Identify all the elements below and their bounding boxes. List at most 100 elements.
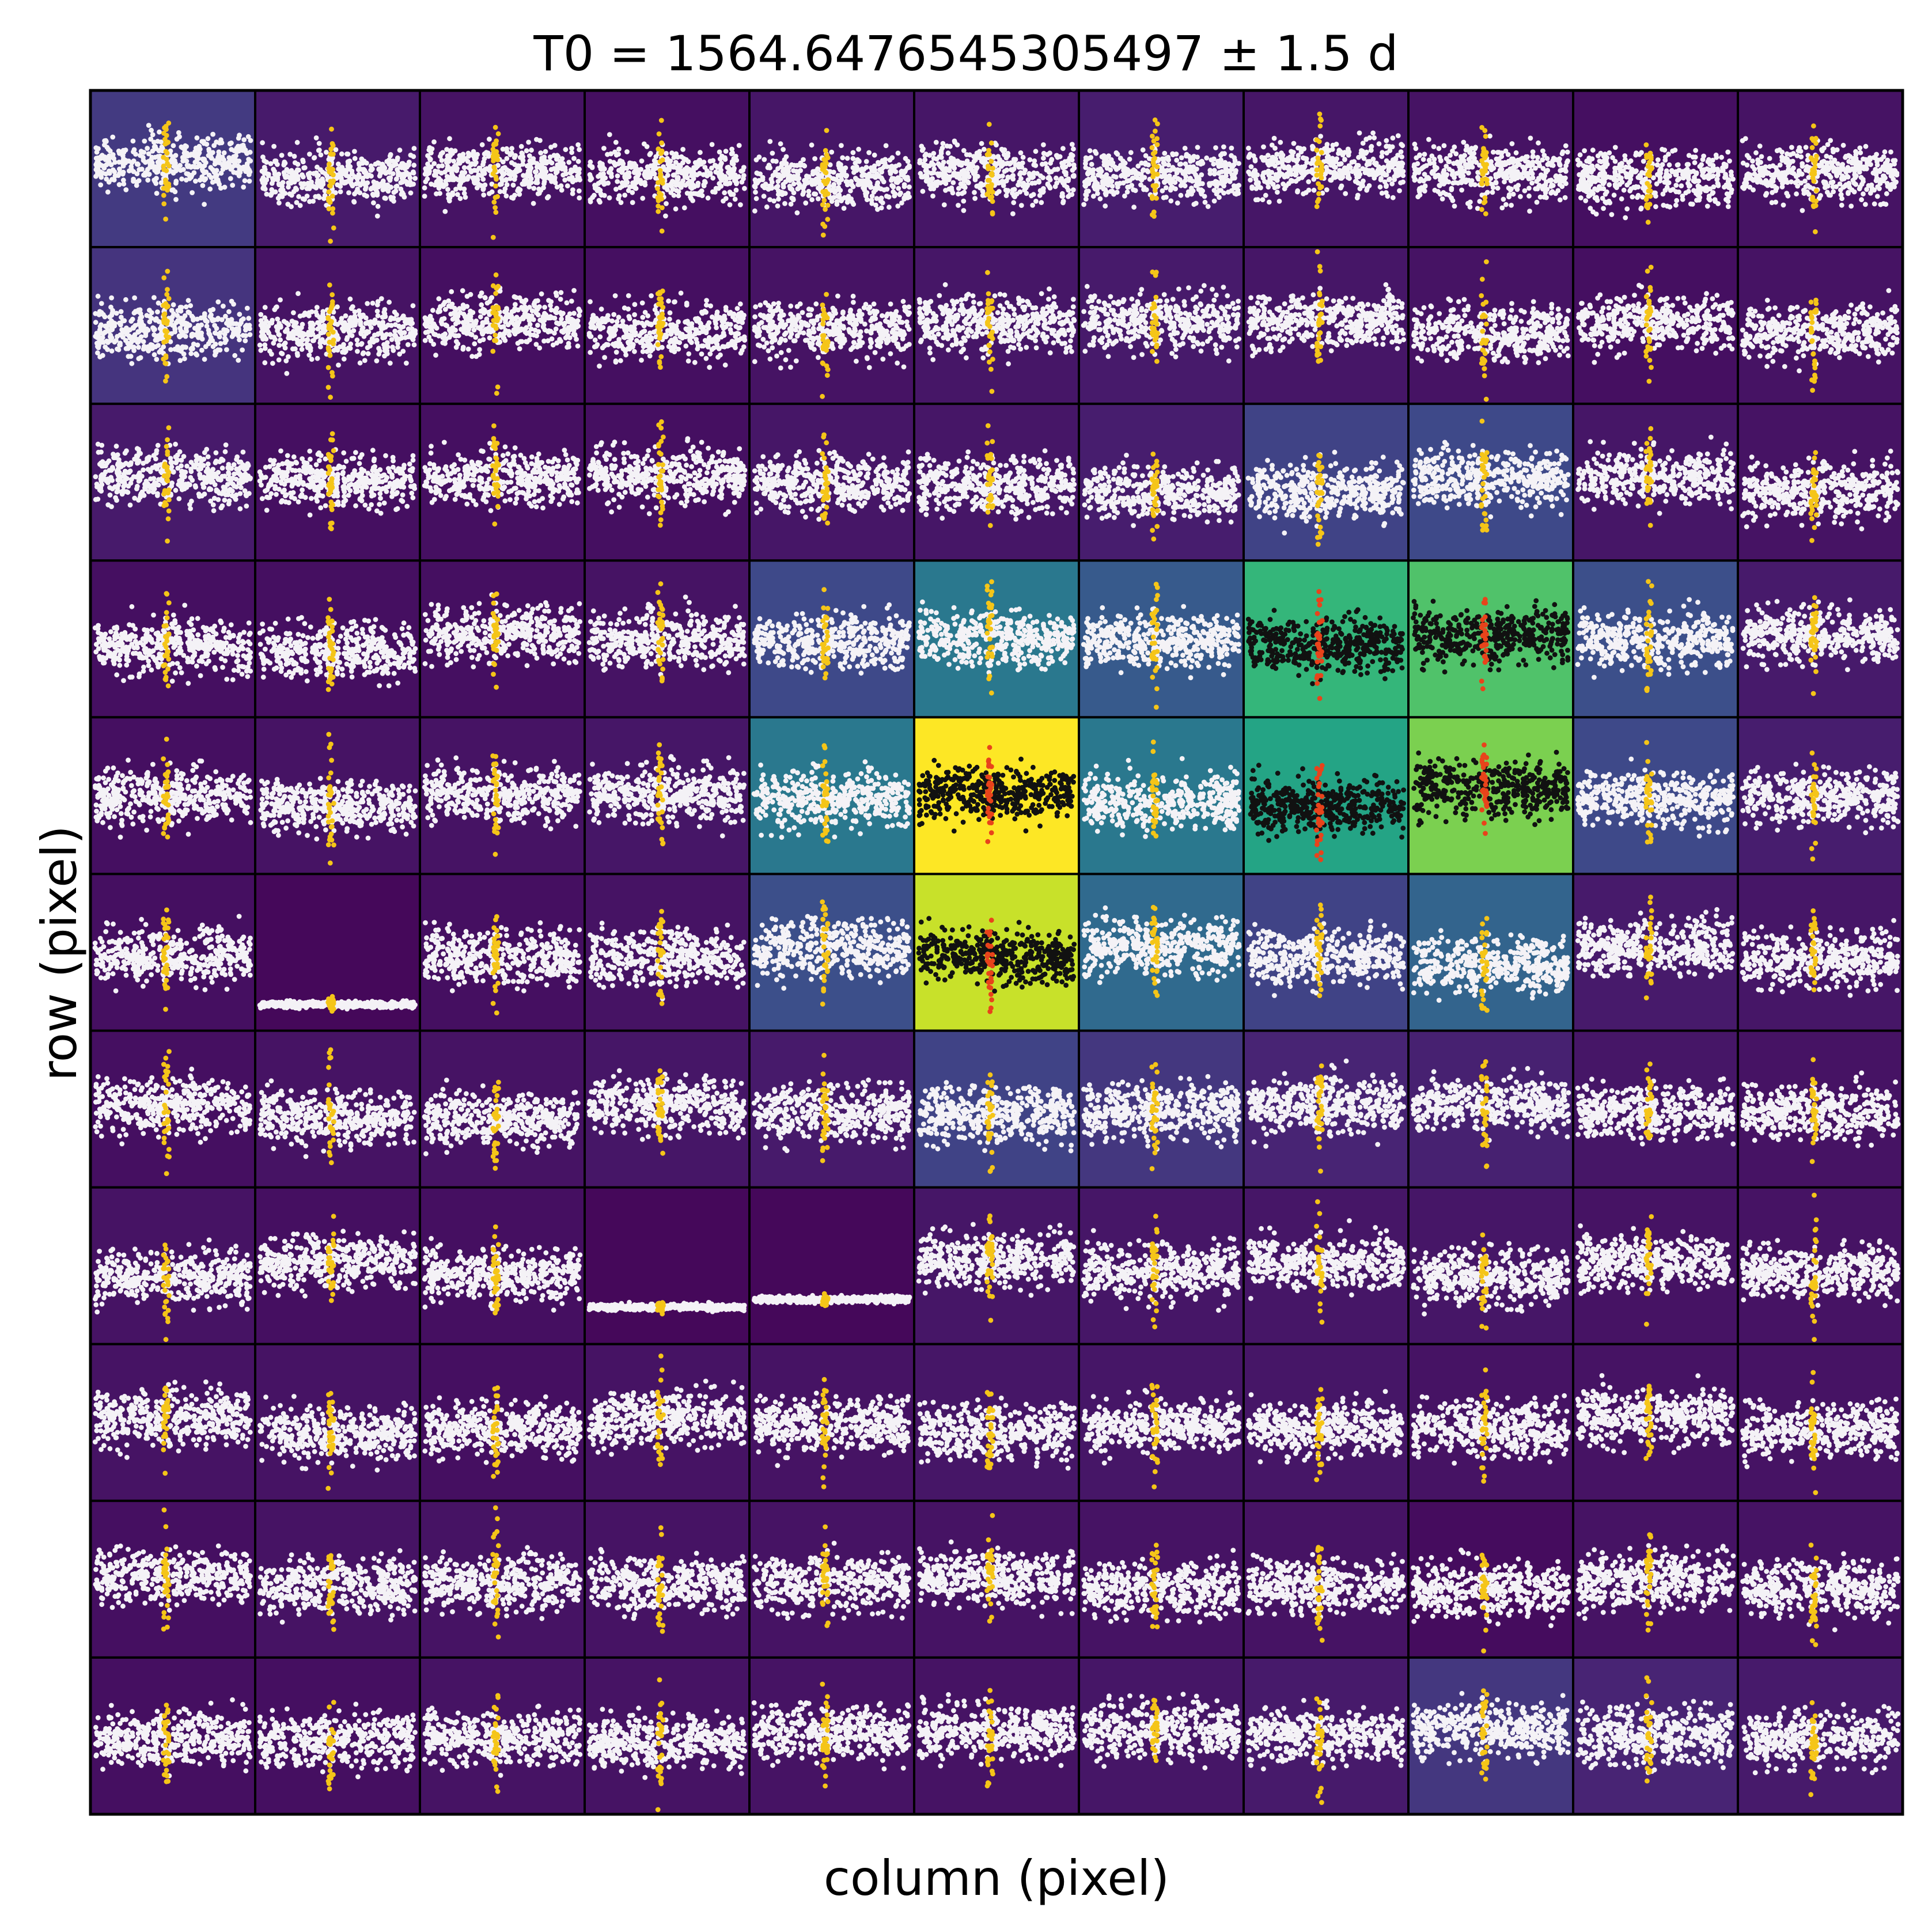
- transit-points: [1643, 1214, 1654, 1327]
- pixel-background: [748, 1186, 915, 1345]
- flux-points: [916, 756, 1077, 834]
- transit-points: [161, 268, 172, 384]
- flux-points: [1740, 1551, 1901, 1633]
- flux-points: [1246, 130, 1406, 205]
- flux-points: [1740, 136, 1900, 213]
- pixel-cell-r7-c8: [1407, 1186, 1574, 1345]
- flux-points: [1411, 1066, 1571, 1143]
- pixel-cell-r1-c2: [419, 246, 586, 405]
- transit-points: [1808, 123, 1819, 234]
- pixel-cell-r4-c2: [419, 716, 586, 875]
- pixel-cell-r1-c0: [89, 246, 256, 405]
- pixel-cell-r2-c7: [1242, 403, 1410, 562]
- transit-points: [161, 1049, 172, 1176]
- transit-points: [161, 591, 172, 689]
- flux-points: [93, 757, 253, 840]
- flux-points: [752, 139, 912, 215]
- transit-points: [984, 1512, 995, 1624]
- chart-title: T0 = 1564.6476545305497 ± 1.5 d: [533, 25, 1398, 82]
- flux-points: [93, 293, 253, 366]
- transit-points: [325, 431, 336, 532]
- transit-points: [655, 1353, 666, 1468]
- pixel-cell-r7-c2: [419, 1186, 586, 1345]
- pixel-cell-r1-c6: [1078, 246, 1245, 405]
- pixel-cell-r0-c6: [1078, 89, 1245, 249]
- flux-points: [257, 291, 418, 376]
- pixel-cell-r3-c3: [584, 559, 751, 719]
- pixel-cell-r8-c3: [584, 1343, 751, 1502]
- transit-points: [325, 597, 336, 692]
- transit-points: [1314, 1387, 1325, 1483]
- transit-points: [1314, 1696, 1325, 1805]
- pixel-cell-r5-c7: [1242, 873, 1410, 1032]
- flux-points: [587, 436, 748, 517]
- flux-points: [257, 1394, 418, 1473]
- transit-points: [1314, 453, 1325, 547]
- transit-points: [161, 737, 172, 840]
- transit-points: [1150, 1697, 1160, 1764]
- transit-points: [1809, 750, 1819, 862]
- transit-points: [1808, 908, 1819, 992]
- flux-points: [1740, 288, 1900, 374]
- flux-points: [751, 1077, 912, 1154]
- pixel-cells: [89, 89, 1904, 1816]
- pixel-cell-r7-c7: [1242, 1186, 1410, 1345]
- transit-points: [1149, 739, 1160, 839]
- plot-frame: [89, 89, 1904, 1816]
- flux-points: [1081, 143, 1242, 210]
- transit-points: [984, 1072, 995, 1174]
- transit-points: [1808, 1542, 1819, 1647]
- transit-points: [655, 1677, 666, 1813]
- transit-points: [1314, 902, 1325, 998]
- transit-points: [655, 1300, 666, 1317]
- flux-points: [1082, 453, 1241, 528]
- pixel-cell-r1-c7: [1242, 246, 1410, 405]
- pixel-cell-r2-c0: [89, 403, 256, 562]
- pixel-cell-r9-c5: [913, 1499, 1080, 1659]
- transit-points: [1314, 249, 1325, 364]
- pixel-cell-r4-c6: [1078, 716, 1245, 875]
- pixel-cell-r7-c0: [89, 1186, 256, 1345]
- transit-points: [1149, 1542, 1160, 1629]
- pixel-cell-r5-c4: [748, 873, 915, 1032]
- pixel-cell-r1-c8: [1407, 246, 1574, 405]
- pixel-cell-r9-c3: [584, 1499, 751, 1659]
- flux-points: [1575, 1373, 1736, 1455]
- transit-points: [1808, 450, 1819, 543]
- pixel-cell-r6-c5: [913, 1029, 1080, 1189]
- transit-points: [1643, 894, 1654, 1000]
- flux-points: [1081, 1074, 1241, 1152]
- flux-points: [752, 1541, 912, 1621]
- transit-points: [820, 1291, 831, 1309]
- transit-points: [1808, 1192, 1819, 1343]
- pixel-cell-r8-c10: [1737, 1343, 1904, 1502]
- transit-points: [161, 1385, 171, 1476]
- pixel-cell-r2-c1: [254, 403, 421, 562]
- flux-points: [586, 594, 747, 677]
- pixel-cell-r0-c5: [913, 89, 1080, 249]
- transit-points: [1149, 452, 1160, 542]
- pixel-cell-r5-c2: [419, 873, 586, 1032]
- transit-points: [325, 126, 336, 244]
- transit-points: [161, 425, 172, 544]
- pixel-cell-r4-c7: [1242, 716, 1410, 875]
- flux-points: [257, 1229, 418, 1299]
- pixel-cell-r3-c2: [419, 559, 586, 719]
- flux-points: [916, 1222, 1077, 1298]
- transit-points: [1149, 1214, 1160, 1330]
- pixel-cell-r8-c7: [1242, 1343, 1410, 1502]
- pixel-cell-r2-c4: [748, 403, 915, 562]
- transit-points: [984, 122, 995, 217]
- flux-points: [92, 913, 253, 994]
- pixel-cell-r5-c3: [584, 873, 751, 1032]
- transit-points: [820, 432, 831, 526]
- pixel-cell-r5-c6: [1078, 873, 1245, 1032]
- pixel-cell-r4-c1: [254, 716, 421, 875]
- flux-points: [1411, 296, 1571, 366]
- transit-points: [161, 1703, 172, 1784]
- flux-points: [422, 136, 582, 214]
- flux-points: [422, 755, 582, 832]
- pixel-cell-r10-c1: [254, 1656, 421, 1816]
- pixel-cell-r9-c7: [1242, 1499, 1410, 1659]
- transit-points: [1808, 297, 1819, 393]
